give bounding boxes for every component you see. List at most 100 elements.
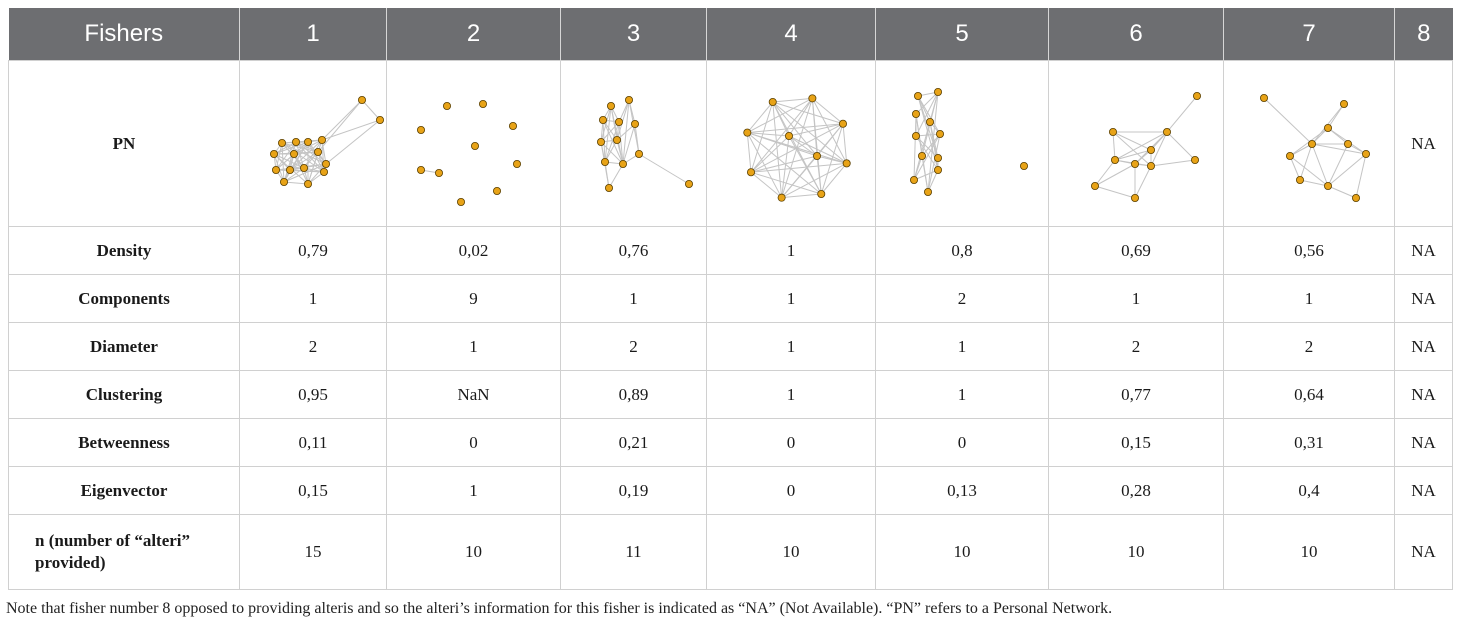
network-edge <box>811 97 818 156</box>
network-edge <box>1166 131 1196 160</box>
table-cell: 1 <box>706 226 876 275</box>
header-fisher-8: 8 <box>1394 8 1453 61</box>
network-edge <box>913 133 941 180</box>
table-cell: 0,02 <box>386 226 561 275</box>
row-clustering: Clustering 0,95 NaN 0,89 1 1 0,77 0,64 N… <box>8 370 1453 419</box>
table-cell: NA <box>1394 274 1453 323</box>
network-node <box>300 163 309 172</box>
network-node <box>1147 161 1156 170</box>
network-graph-fisher-6 <box>1091 91 1201 202</box>
network-edge <box>600 121 620 142</box>
network-edge <box>788 97 813 136</box>
network-edge <box>1094 159 1116 186</box>
table-cell: 0,11 <box>239 418 387 467</box>
network-edge <box>618 99 630 122</box>
network-node <box>934 87 943 96</box>
network-edge <box>361 99 381 120</box>
table-cell: 0,28 <box>1048 466 1224 515</box>
network-graph-fisher-2 <box>416 99 522 206</box>
network-node <box>808 93 817 102</box>
network-edge <box>604 121 620 162</box>
table-cell: 0,15 <box>1048 418 1224 467</box>
table-cell: 1 <box>875 370 1049 419</box>
network-node <box>358 95 367 104</box>
table-cell: 10 <box>1223 514 1395 590</box>
network-node <box>601 157 610 166</box>
table-cell: 0,76 <box>560 226 707 275</box>
network-node <box>838 119 847 128</box>
table-cell: 2 <box>239 322 387 371</box>
pn-cell-6 <box>1048 60 1224 227</box>
table-cell: 1 <box>706 322 876 371</box>
network-node <box>1344 139 1353 148</box>
table-cell: 0 <box>386 418 561 467</box>
network-node <box>813 151 822 160</box>
table-cell: 2 <box>875 274 1049 323</box>
network-edge <box>273 141 309 154</box>
header-fisher-5: 5 <box>875 8 1049 61</box>
network-edge <box>772 97 813 103</box>
network-node <box>909 175 918 184</box>
table-cell: 0,8 <box>875 226 1049 275</box>
table-cell: NaN <box>386 370 561 419</box>
network-node <box>635 149 644 158</box>
network-edge <box>816 155 847 164</box>
network-edge <box>913 113 917 180</box>
network-node <box>269 149 278 158</box>
table-cell: 1 <box>706 274 876 323</box>
table-cell: 2 <box>560 322 707 371</box>
network-node <box>596 137 605 146</box>
network-edge <box>634 123 640 154</box>
network-node <box>685 179 694 188</box>
network-node <box>817 189 826 198</box>
network-node <box>936 129 945 138</box>
table-cell: NA <box>1394 418 1453 467</box>
row-diameter: Diameter 2 1 2 1 1 2 2 NA <box>8 322 1453 371</box>
network-node <box>1324 181 1333 190</box>
network-edge <box>283 181 309 184</box>
network-edge <box>1299 143 1313 180</box>
table-cell: NA <box>1394 514 1453 590</box>
network-edge <box>602 119 618 140</box>
network-edge <box>929 121 939 170</box>
table-cell: 0,21 <box>560 418 707 467</box>
network-edge <box>293 139 323 154</box>
network-edge <box>604 139 618 162</box>
network-node <box>1019 161 1028 170</box>
network-edge <box>927 169 939 192</box>
network-edge <box>781 155 818 198</box>
pn-cell-4 <box>706 60 876 227</box>
network-node <box>625 95 634 104</box>
table-cell: 10 <box>706 514 876 590</box>
network-edge <box>273 141 297 154</box>
network-edge <box>303 139 323 168</box>
network-edge <box>1114 149 1152 160</box>
network-edge <box>746 101 774 133</box>
table-cell: 0,56 <box>1223 226 1395 275</box>
table-cell: NA <box>1394 466 1453 515</box>
network-node <box>613 135 622 144</box>
network-node <box>599 115 608 124</box>
network-node <box>292 137 301 146</box>
network-edge <box>915 135 939 158</box>
network-node <box>1340 99 1349 108</box>
network-node <box>416 125 425 134</box>
network-node <box>747 167 756 176</box>
pn-cell-5 <box>875 60 1049 227</box>
network-edge <box>608 163 624 188</box>
header-fishers: Fishers <box>8 8 240 61</box>
network-node <box>1131 159 1140 168</box>
row-label: Eigenvector <box>8 466 240 515</box>
network-node <box>615 117 624 126</box>
network-edge <box>1311 143 1367 154</box>
table-cell: 10 <box>386 514 561 590</box>
network-node <box>842 158 851 167</box>
network-node <box>1361 149 1370 158</box>
network-edge <box>317 99 363 152</box>
network-node <box>416 165 425 174</box>
table-cell: 2 <box>1048 322 1224 371</box>
network-graph-fisher-5 <box>909 87 1028 196</box>
network-node <box>435 168 444 177</box>
row-eigenvector: Eigenvector 0,15 1 0,19 0 0,13 0,28 0,4 … <box>8 466 1453 515</box>
table-cell: 0,69 <box>1048 226 1224 275</box>
